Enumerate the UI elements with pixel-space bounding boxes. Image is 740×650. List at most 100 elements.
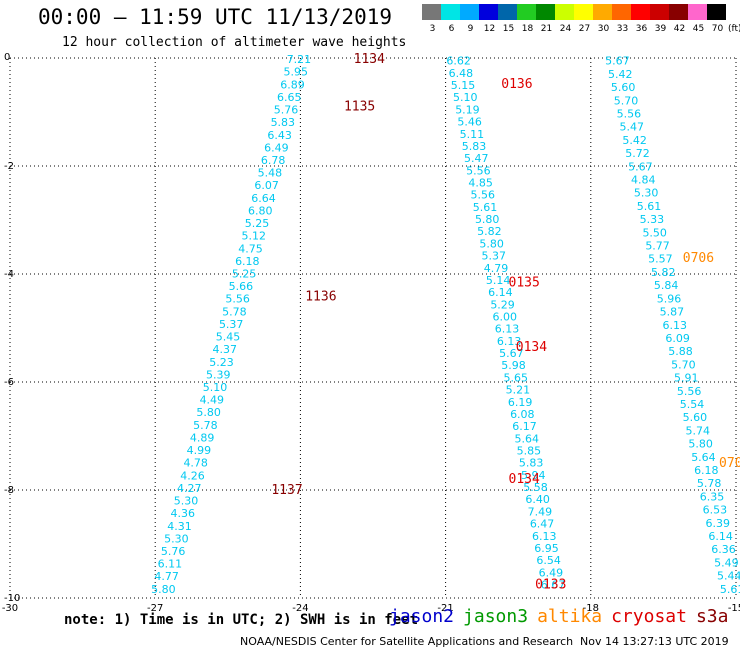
swh-value-label: 6.17 — [512, 420, 537, 433]
swh-value-label: 5.64 — [691, 451, 716, 464]
x-tick-label: -27 — [147, 603, 163, 614]
swh-value-label: 5.11 — [460, 128, 485, 141]
swh-value-label: 5.87 — [660, 306, 685, 319]
colorbar-swatch — [688, 4, 707, 20]
swh-value-label: 5.78 — [697, 477, 722, 490]
y-tick-label: -6 — [4, 377, 14, 388]
swh-value-label: 4.26 — [180, 469, 205, 482]
y-tick-label: -8 — [4, 485, 14, 496]
swh-value-label: 5.70 — [671, 358, 696, 371]
swh-value-label: 6.00 — [493, 311, 518, 324]
swh-value-label: 7.21 — [287, 53, 312, 66]
swh-value-label: 5.10 — [453, 91, 478, 104]
swh-value-label: 6.14 — [488, 286, 513, 299]
swh-value-label: 5.76 — [161, 545, 186, 558]
swh-value-label: 5.57 — [648, 253, 673, 266]
swh-value-label: 5.25 — [232, 267, 257, 280]
swh-value-label: 6.19 — [508, 396, 533, 409]
swh-value-label: 5.37 — [219, 318, 244, 331]
colorbar-label: 6 — [449, 24, 455, 34]
swh-value-label: 5.60 — [683, 411, 708, 424]
legend-entry-jason2: jason2 — [389, 606, 455, 627]
swh-value-label: 6.39 — [706, 517, 731, 530]
colorbar-label: 15 — [503, 24, 514, 34]
swh-value-label: 5.82 — [477, 225, 502, 238]
swh-value-label: 6.07 — [254, 179, 279, 192]
swh-value-label: 6.67 — [541, 579, 566, 592]
colorbar-label: 42 — [674, 24, 685, 34]
y-tick-label: -10 — [4, 593, 20, 604]
y-tick-label: -2 — [4, 161, 14, 172]
swh-value-label: 6.62 — [446, 55, 471, 68]
swh-value-label: 6.09 — [665, 332, 690, 345]
swh-value-label: 5.60 — [611, 81, 636, 94]
swh-value-label: 4.78 — [183, 457, 208, 470]
swh-value-label: 5.25 — [245, 217, 270, 230]
swh-value-label: 5.30 — [634, 187, 659, 200]
swh-value-label: 5.72 — [625, 147, 650, 160]
colorbar-swatch — [669, 4, 688, 20]
colorbar-swatch — [593, 4, 612, 20]
swh-value-label: 6.08 — [510, 408, 535, 421]
swh-value-label: 5.67 — [605, 55, 630, 68]
colorbar-swatch — [707, 4, 726, 20]
colorbar-label: 36 — [636, 24, 648, 34]
swh-value-label: 5.54 — [680, 398, 705, 411]
swh-value-label: 6.18 — [235, 255, 260, 268]
swh-value-label: 5.83 — [462, 140, 487, 153]
swh-value-label: 5.83 — [271, 116, 296, 129]
swh-value-label: 5.56 — [471, 189, 496, 202]
swh-value-label: 5.56 — [617, 108, 642, 121]
swh-value-label: 5.56 — [466, 164, 491, 177]
swh-value-label: 5.21 — [506, 384, 531, 397]
swh-value-label: 5.15 — [451, 79, 476, 92]
pass-time-label: 0134 — [516, 340, 547, 355]
swh-value-label: 5.78 — [193, 419, 218, 432]
swh-value-label: 5.42 — [622, 134, 647, 147]
swh-value-label: 7.49 — [528, 505, 553, 518]
x-tick-label: -15 — [728, 603, 740, 614]
pass-time-label: 0136 — [501, 77, 532, 92]
swh-value-label: 5.83 — [519, 457, 544, 470]
swh-value-label: 5.85 — [517, 445, 542, 458]
swh-value-label: 5.10 — [203, 381, 228, 394]
colorbar-label: 12 — [484, 24, 495, 34]
x-tick-label: -30 — [2, 603, 18, 614]
swh-value-label: 6.47 — [530, 518, 555, 531]
swh-value-label: 4.84 — [631, 174, 656, 187]
generation-timestamp: Nov 14 13:27:13 UTC 2019 — [580, 635, 729, 648]
swh-value-label: 5.61 — [473, 201, 498, 214]
swh-value-label: 5.44 — [717, 570, 740, 583]
x-tick-label: -21 — [437, 603, 453, 614]
pass-time-label: 1136 — [305, 290, 336, 305]
swh-value-label: 5.80 — [475, 213, 500, 226]
colorbar-swatch — [555, 4, 574, 20]
legend-entry-jason3: jason3 — [463, 606, 529, 627]
colorbar-label: 18 — [522, 24, 534, 34]
colorbar-swatch — [460, 4, 479, 20]
swh-value-label: 5.91 — [674, 372, 699, 385]
swh-value-label: 5.12 — [242, 230, 267, 243]
swh-value-label: 5.88 — [668, 345, 693, 358]
swh-value-label: 5.64 — [514, 432, 539, 445]
swh-value-label: 4.79 — [484, 262, 509, 275]
credit-line: NOAA/NESDIS Center for Satellite Applica… — [240, 635, 574, 648]
pass-time-label: 1137 — [271, 483, 302, 498]
colorbar-swatch — [536, 4, 555, 20]
swh-value-label: 5.23 — [209, 356, 234, 369]
swh-value-label: 5.61 — [720, 583, 740, 596]
swh-value-label: 5.47 — [620, 121, 645, 134]
swh-value-label: 5.98 — [501, 359, 526, 372]
colorbar-swatch — [517, 4, 536, 20]
swh-value-label: 5.49 — [714, 556, 739, 569]
swh-value-label: 5.19 — [455, 103, 480, 116]
swh-value-label: 5.74 — [685, 424, 710, 437]
swh-value-label: 6.89 — [280, 78, 305, 91]
colorbar-label: 3 — [430, 24, 436, 34]
swh-value-label: 4.49 — [200, 394, 225, 407]
swh-value-label: 4.85 — [468, 177, 493, 190]
swh-value-label: 5.80 — [479, 237, 504, 250]
legend-entry-cryosat: cryosat — [611, 606, 687, 627]
swh-value-label: 4.89 — [190, 431, 215, 444]
satellite-legend: jason2 jason3 altika cryosat s3a — [389, 606, 737, 627]
